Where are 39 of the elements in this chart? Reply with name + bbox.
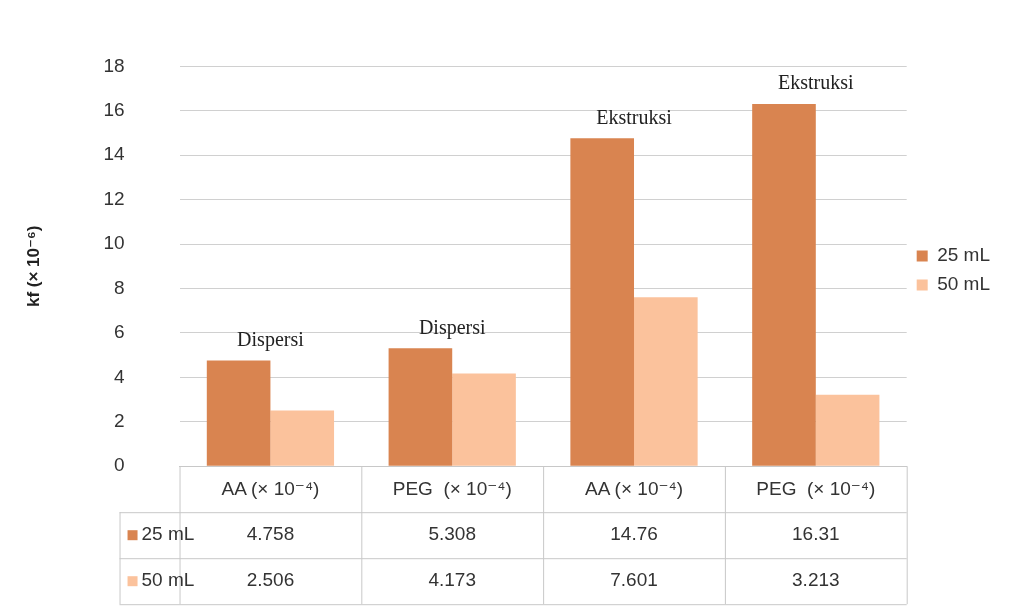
data-label: 4.758 bbox=[246, 523, 295, 545]
data-label: 3.213 bbox=[792, 569, 840, 591]
y-tick-label: 2 bbox=[113, 410, 125, 432]
y-tick-label: 10 bbox=[103, 232, 125, 254]
y-tick-label: 14 bbox=[103, 143, 125, 165]
bar bbox=[270, 410, 335, 466]
bar bbox=[570, 138, 635, 466]
legend-label: 50 mL bbox=[937, 273, 991, 295]
data-label: 14.76 bbox=[610, 523, 658, 545]
x-tick-label: PEG (× 10⁻⁴) bbox=[392, 477, 512, 499]
y-tick-label: 0 bbox=[113, 454, 125, 476]
bar bbox=[206, 360, 271, 466]
y-tick-label: 18 bbox=[103, 54, 125, 76]
y-tick-label: 6 bbox=[113, 321, 125, 343]
bar bbox=[815, 394, 880, 466]
data-label: 4.173 bbox=[428, 569, 476, 591]
annotation: Dispersi bbox=[418, 315, 486, 339]
y-tick-label: 8 bbox=[113, 276, 125, 298]
y-tick-label: 4 bbox=[113, 365, 125, 387]
bar bbox=[452, 373, 516, 466]
annotation: Ekstruksi bbox=[596, 105, 673, 128]
y-tick-label: 16 bbox=[103, 99, 125, 121]
x-tick-label: PEG (× 10⁻⁴) bbox=[756, 477, 876, 499]
bar bbox=[752, 103, 816, 466]
x-tick-label: AA (× 10⁻⁴) bbox=[585, 477, 683, 499]
annotation: Ekstruksi bbox=[778, 71, 855, 94]
data-label: 2.506 bbox=[246, 569, 295, 591]
data-label: 7.601 bbox=[610, 569, 658, 591]
y-tick-label: 12 bbox=[103, 187, 125, 209]
text: 50 mL bbox=[141, 569, 195, 591]
legend-label: 25 mL bbox=[141, 523, 195, 545]
text: 25 mL bbox=[937, 244, 991, 266]
x-tick-label: AA (× 10⁻⁴) bbox=[221, 477, 320, 499]
data-label: 16.31 bbox=[792, 523, 840, 545]
data-label: 5.308 bbox=[428, 523, 476, 545]
bar bbox=[634, 297, 698, 466]
annotation: Dispersi bbox=[237, 327, 305, 351]
y-axis-title: kf (× 10⁻⁶) bbox=[23, 225, 43, 308]
bar bbox=[388, 348, 453, 466]
